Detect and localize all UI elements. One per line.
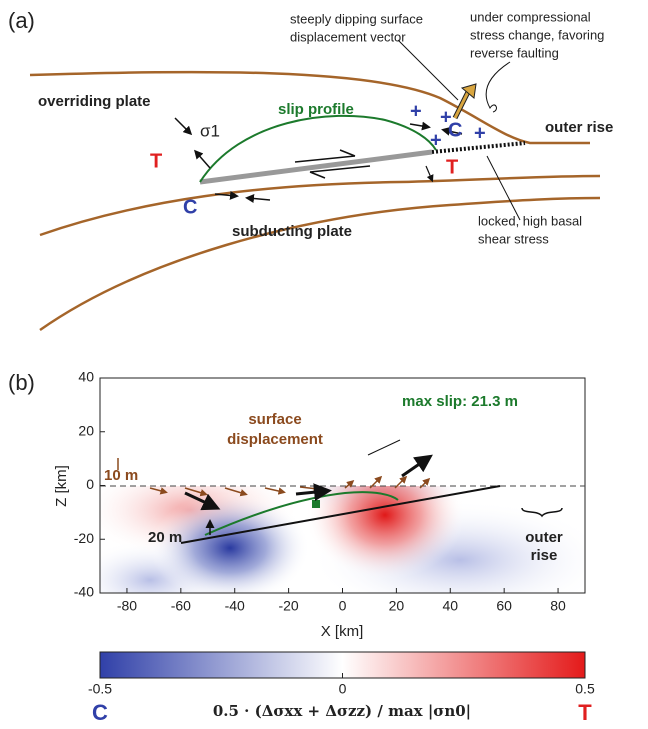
- note: under compressional: [470, 9, 591, 24]
- slip-profile-label: slip profile: [278, 101, 354, 118]
- shear-arrow: [309, 165, 371, 179]
- surface-displacement-arrows: [117, 458, 431, 497]
- sigma-label: σ1: [200, 121, 220, 140]
- tension-label: T: [150, 150, 162, 172]
- y-tick-label: 40: [78, 369, 94, 385]
- slip-arrow: [184, 491, 221, 511]
- note: steeply dipping surface: [290, 11, 423, 26]
- compression-label: C: [448, 119, 462, 141]
- plus-sign: +: [410, 100, 422, 122]
- scale-label: 20 m: [148, 529, 182, 546]
- stress-arrow: [194, 149, 211, 169]
- y-axis-label: Z [km]: [53, 465, 70, 507]
- plate-label: subducting plate: [232, 223, 352, 240]
- panel-label: (b): [8, 370, 35, 395]
- y-tick-label: -20: [74, 530, 94, 546]
- displacement-arrowhead: [460, 83, 477, 99]
- x-tick-label: -80: [117, 598, 137, 614]
- note: locked, high basal: [478, 213, 582, 228]
- fault: [199, 149, 433, 185]
- leader: [397, 39, 459, 101]
- x-tick-label: 0: [339, 598, 347, 614]
- outer-rise-label: outer: [525, 529, 563, 546]
- outer-rise-label: outer rise: [545, 119, 613, 136]
- colorbar-tick-label: -0.5: [88, 681, 112, 697]
- panel-a: (a) steeply dipping surface displacement…: [8, 8, 613, 332]
- x-tick-label: 20: [389, 598, 405, 614]
- overriding-plate-line: [29, 70, 590, 145]
- plus-sign: +: [474, 122, 486, 144]
- plus-sign: +: [440, 106, 452, 128]
- x-tick-label: 80: [550, 598, 566, 614]
- leader: [367, 439, 401, 456]
- surface-displacement-label: displacement: [227, 431, 323, 448]
- stress-arrow: [174, 117, 193, 136]
- outer-rise-label: rise: [531, 547, 558, 564]
- stress-arrow: [245, 194, 271, 204]
- colorbar-high-label: T: [578, 700, 592, 725]
- x-tick-label: -60: [171, 598, 191, 614]
- x-tick-label: 60: [496, 598, 512, 614]
- slip-profile-curve: [199, 114, 437, 183]
- note: stress change, favoring: [470, 27, 604, 42]
- tension-label: T: [446, 156, 458, 178]
- plus-sign: +: [430, 129, 442, 151]
- x-tick-label: -20: [278, 598, 298, 614]
- note: shear stress: [478, 231, 549, 246]
- max-slip-label: max slip: 21.3 m: [402, 393, 518, 410]
- y-tick-label: 20: [78, 422, 94, 438]
- y-tick-label: 0: [86, 476, 94, 492]
- note: reverse faulting: [470, 45, 559, 60]
- x-tick-label: -40: [225, 598, 245, 614]
- plate-label: overriding plate: [38, 93, 151, 110]
- locked-zone: [431, 141, 526, 154]
- x-tick-label: 40: [442, 598, 458, 614]
- leader: [485, 61, 511, 113]
- slab-top-line: [39, 174, 601, 237]
- panel-label: (a): [8, 8, 35, 33]
- hypocenter: [312, 500, 320, 508]
- leader: [486, 155, 521, 221]
- scale-label: 10 m: [104, 467, 138, 484]
- compression-label: C: [183, 196, 197, 218]
- colorbar-tick-label: 0.5: [575, 681, 595, 697]
- stress-arrow: [409, 121, 431, 131]
- stress-arrow: [441, 126, 463, 136]
- stress-arrow: [214, 190, 239, 200]
- x-axis-label: X [km]: [321, 623, 364, 640]
- panel-b: (b) max s: [8, 370, 592, 725]
- colorbar-low-label: C: [92, 700, 108, 725]
- brace: [521, 507, 563, 518]
- fault: [180, 485, 501, 544]
- shear-arrow: [294, 149, 356, 163]
- slab-bottom-line: [39, 196, 601, 332]
- stress-field: [100, 486, 585, 593]
- slip-arrow: [401, 454, 433, 478]
- slip-arrow: [295, 483, 332, 502]
- surface-displacement-label: surface: [248, 411, 301, 428]
- colorbar-label: 0.5 · (Δσxx + Δσzz) / max |σn0|: [213, 702, 471, 720]
- displacement-arrow: [453, 91, 470, 119]
- note: displacement vector: [290, 29, 406, 44]
- stress-arrow: [425, 165, 434, 183]
- colorbar-tick-label: 0: [339, 681, 347, 697]
- y-tick-label: -40: [74, 584, 94, 600]
